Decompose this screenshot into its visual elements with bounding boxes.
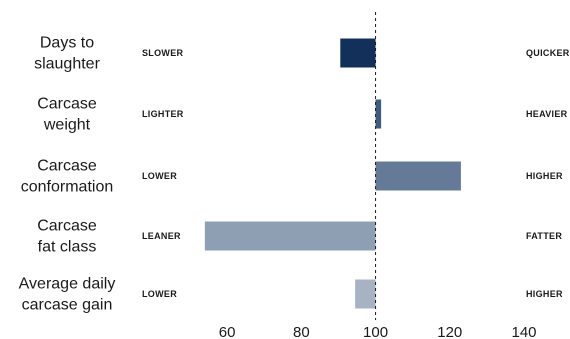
rows-layer: Days to slaughter SLOWER QUICKER Carcase weig… xyxy=(19,35,570,314)
trait-label-line: weight xyxy=(43,117,91,134)
chart-row: Carcase weight LIGHTER HEAVIER xyxy=(37,96,567,134)
trait-label: Carcase conformation xyxy=(21,158,114,196)
trait-label-line: Carcase xyxy=(37,158,97,175)
low-direction-label: LOWER xyxy=(142,171,177,181)
trait-label-line: fat class xyxy=(38,239,97,256)
trait-label-line: Average daily xyxy=(19,276,116,293)
high-direction-label: HIGHER xyxy=(526,289,563,299)
high-direction-label: HEAVIER xyxy=(526,109,568,119)
x-tick-label: 140 xyxy=(511,324,536,339)
low-direction-label: LIGHTER xyxy=(142,109,184,119)
trait-label-line: Days to xyxy=(40,35,94,52)
low-direction-label: LOWER xyxy=(142,289,177,299)
trait-label: Average daily carcase gain xyxy=(19,276,116,314)
trait-label-line: Carcase xyxy=(37,218,97,235)
trait-label: Days to slaughter xyxy=(34,35,100,73)
bar xyxy=(375,99,382,129)
high-direction-label: FATTER xyxy=(526,231,562,241)
x-tick-label: 80 xyxy=(293,324,310,339)
x-axis-ticks: 60 80 100 120 140 xyxy=(219,324,537,339)
chart-row: Average daily carcase gain LOWER HIGHER xyxy=(19,276,563,314)
chart-row: Days to slaughter SLOWER QUICKER xyxy=(34,35,570,73)
trait-label: Carcase weight xyxy=(37,96,97,134)
trait-label-line: conformation xyxy=(21,179,114,196)
trait-label-line: slaughter xyxy=(34,56,100,73)
bar xyxy=(204,221,376,251)
high-direction-label: HIGHER xyxy=(526,171,563,181)
trait-label: Carcase fat class xyxy=(37,218,97,256)
x-tick-label: 120 xyxy=(437,324,462,339)
low-direction-label: SLOWER xyxy=(142,48,183,58)
bar xyxy=(340,38,376,68)
x-tick-label: 60 xyxy=(219,324,236,339)
trait-label-line: carcase gain xyxy=(22,297,113,314)
trait-label-line: Carcase xyxy=(37,96,97,113)
bar xyxy=(355,279,376,309)
low-direction-label: LEANER xyxy=(142,231,181,241)
chart-row: Carcase conformation LOWER HIGHER xyxy=(21,158,563,196)
high-direction-label: QUICKER xyxy=(526,48,570,58)
chart-row: Carcase fat class LEANER FATTER xyxy=(37,218,562,256)
bar xyxy=(375,161,461,191)
x-tick-label: 100 xyxy=(363,324,388,339)
